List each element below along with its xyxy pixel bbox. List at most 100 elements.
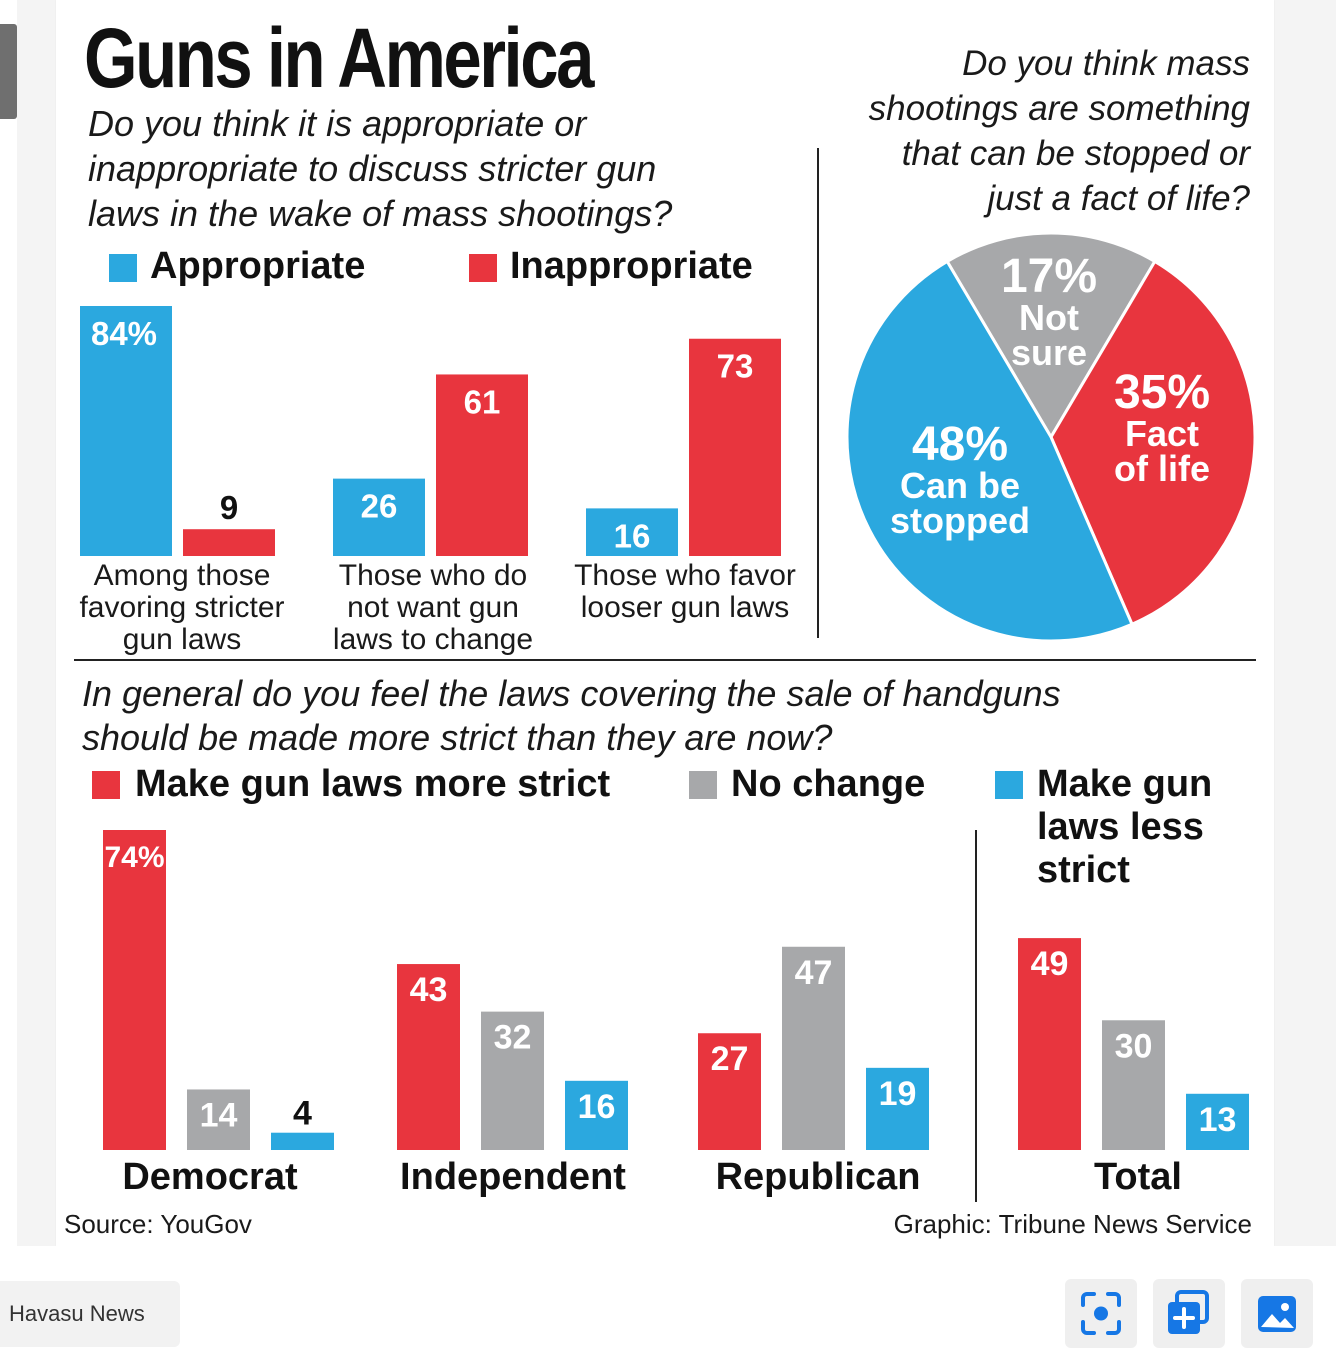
bar-less-strict: [866, 1067, 929, 1150]
bar-appropriate: [80, 306, 172, 556]
scroll-handle[interactable]: [0, 24, 17, 119]
legend-swatch-appropriate: [109, 254, 137, 282]
bar-more-strict: [698, 1033, 761, 1150]
data-label: 14: [200, 1096, 238, 1134]
legend-swatch-less-strict: [995, 771, 1023, 799]
data-label: 32: [494, 1019, 532, 1057]
category-label-line: favoring stricter: [79, 591, 285, 624]
question-2-line: that can be stopped or: [901, 134, 1250, 173]
data-label: 73: [717, 348, 754, 385]
category-label-line: Those who favor: [574, 559, 796, 592]
group-label-independent: Independent: [400, 1156, 626, 1198]
chart-1-category-label: Those who do not want gun laws to change: [313, 560, 553, 656]
publisher-badge[interactable]: Havasu News: [0, 1281, 180, 1347]
pie-slice-label: Fact: [1125, 413, 1199, 454]
bar-less-strict: [565, 1080, 628, 1150]
category-label-line: Among those: [93, 559, 271, 592]
data-label: 61: [464, 383, 501, 420]
bar-no-change: [481, 1011, 544, 1150]
bar-less-strict: [271, 1132, 334, 1150]
visual-search-button[interactable]: [1065, 1279, 1137, 1348]
legend-swatch-no-change: [689, 771, 717, 799]
data-label: 27: [711, 1040, 749, 1078]
legend-label-no-change: No change: [731, 763, 926, 805]
legend-label-line: laws less: [1037, 806, 1204, 848]
chart-1-category-label: Those who favor looser gun laws: [560, 560, 810, 624]
view-image-button[interactable]: [1241, 1279, 1313, 1348]
question-1-line: inappropriate to discuss stricter gun: [88, 148, 657, 189]
group-label-total: Total: [1094, 1156, 1182, 1198]
question-1-line: laws in the wake of mass shootings?: [88, 193, 673, 234]
data-label: 4: [293, 1095, 312, 1133]
pie-slice-label: stopped: [890, 500, 1030, 541]
page-margin-left: [17, 0, 56, 1246]
bar-less-strict: [1186, 1093, 1249, 1150]
legend-label-line: strict: [1037, 849, 1130, 891]
data-label: 49: [1031, 945, 1069, 983]
bar-more-strict: [1018, 938, 1081, 1150]
graphic-credit: Graphic: Tribune News Service: [893, 1209, 1252, 1239]
category-label-line: looser gun laws: [580, 591, 790, 624]
data-label: 30: [1115, 1027, 1153, 1065]
section-divider: [74, 659, 1256, 661]
data-label: 16: [578, 1088, 616, 1126]
add-square-icon: [1168, 1290, 1209, 1334]
group-label-democrat: Democrat: [122, 1156, 298, 1198]
question-3-line: should be made more strict than they are…: [82, 717, 833, 758]
vertical-divider: [817, 148, 819, 638]
data-label: 19: [879, 1075, 917, 1113]
legend-swatch-inappropriate: [469, 254, 497, 282]
source-note: Source: YouGov: [64, 1209, 252, 1239]
pie-slice-percent: 35%: [1114, 366, 1210, 419]
legend-label-inappropriate: Inappropriate: [510, 245, 753, 287]
data-label: 47: [795, 954, 833, 992]
pie-slice: [945, 231, 1157, 440]
category-label-line: gun laws: [122, 623, 242, 656]
page-margin-right: [1274, 0, 1336, 1246]
legend-label-appropriate: Appropriate: [150, 245, 366, 287]
legend-swatch-more-strict: [92, 771, 120, 799]
bar-inappropriate: [689, 338, 781, 556]
total-divider: [975, 830, 977, 1202]
pie-slice-label: of life: [1114, 448, 1210, 489]
pie-slice-label: Can be: [900, 465, 1020, 506]
pie-slice-percent: 48%: [912, 418, 1008, 471]
question-2-line: just a fact of life?: [987, 179, 1250, 218]
data-label: 16: [614, 517, 651, 554]
bar-inappropriate: [183, 529, 275, 556]
bar-more-strict: [397, 964, 460, 1150]
bar-appropriate: [333, 478, 425, 556]
pie-slice: [1049, 259, 1257, 627]
publisher-name: Havasu News: [9, 1301, 145, 1326]
bar-more-strict: [103, 830, 166, 1150]
category-label-line: Those who do: [338, 559, 528, 592]
focus-scan-icon: [1081, 1292, 1121, 1335]
question-1: Do you think it is appropriate or inappr…: [88, 101, 672, 236]
bar-no-change: [782, 946, 845, 1150]
pie-slice: [845, 259, 1134, 643]
legend-label-less-strict: Make gun laws less strict: [1037, 763, 1212, 892]
question-2: Do you think mass shootings are somethin…: [869, 41, 1250, 221]
bar-no-change: [187, 1089, 250, 1150]
data-label: 13: [1199, 1101, 1237, 1139]
question-1-line: Do you think it is appropriate or: [88, 103, 587, 144]
data-label: 9: [220, 489, 238, 526]
data-label: 84%: [91, 315, 157, 352]
pie-slice-label: sure: [1011, 332, 1087, 373]
legend-label-line: Make gun: [1037, 763, 1213, 805]
data-label: 26: [361, 488, 398, 525]
data-label: 43: [410, 971, 448, 1009]
question-2-line: shootings are something: [868, 89, 1250, 128]
data-label: 74%: [104, 841, 164, 874]
category-label-line: not want gun: [347, 591, 519, 624]
bar-no-change: [1102, 1020, 1165, 1150]
pie-slice-label: Not: [1019, 297, 1079, 338]
group-label-republican: Republican: [715, 1156, 921, 1198]
question-2-line: Do you think mass: [962, 44, 1250, 83]
legend-label-more-strict: Make gun laws more strict: [135, 763, 611, 805]
category-label-line: laws to change: [332, 623, 534, 656]
add-to-collection-button[interactable]: [1153, 1279, 1225, 1348]
image-icon: [1258, 1296, 1296, 1332]
page-title: Guns in America: [84, 11, 594, 105]
